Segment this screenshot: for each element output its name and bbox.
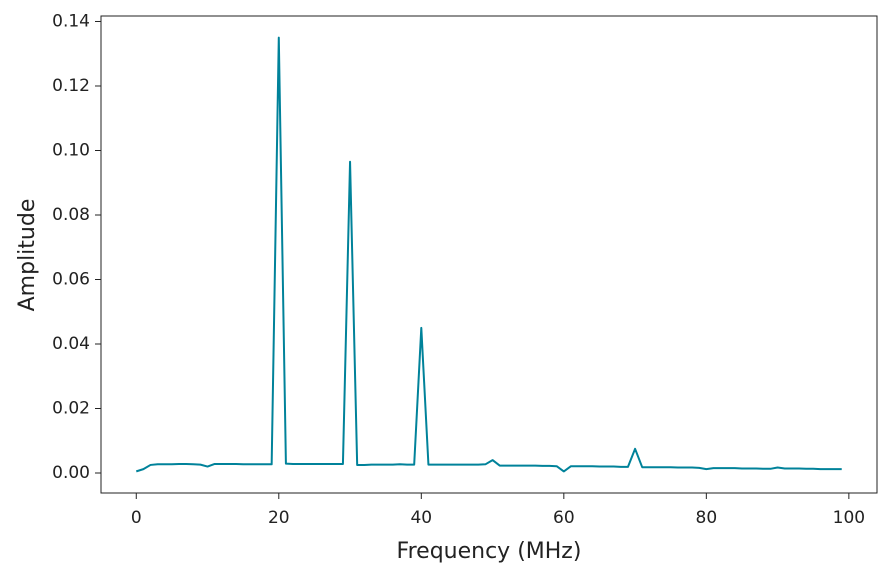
y-tick-label: 0.06 xyxy=(52,269,90,289)
y-tick-label: 0.14 xyxy=(52,11,90,31)
x-tick-label: 100 xyxy=(833,508,865,528)
x-axis-label: Frequency (MHz) xyxy=(397,539,582,564)
y-tick-label: 0.10 xyxy=(52,140,90,160)
x-tick-label: 80 xyxy=(696,508,718,528)
plot-frame xyxy=(100,15,878,494)
y-tick-label: 0.02 xyxy=(52,399,90,419)
y-axis-label: Amplitude xyxy=(15,199,40,312)
y-tick-label: 0.08 xyxy=(52,205,90,225)
y-tick-label: 0.12 xyxy=(52,76,90,96)
y-tick-label: 0.04 xyxy=(52,334,90,354)
x-tick-label: 20 xyxy=(268,508,290,528)
y-tick-label: 0.00 xyxy=(52,463,90,483)
x-tick-label: 40 xyxy=(410,508,432,528)
x-tick-label: 60 xyxy=(553,508,575,528)
x-tick-label: 0 xyxy=(131,508,142,528)
data-line xyxy=(135,36,842,473)
